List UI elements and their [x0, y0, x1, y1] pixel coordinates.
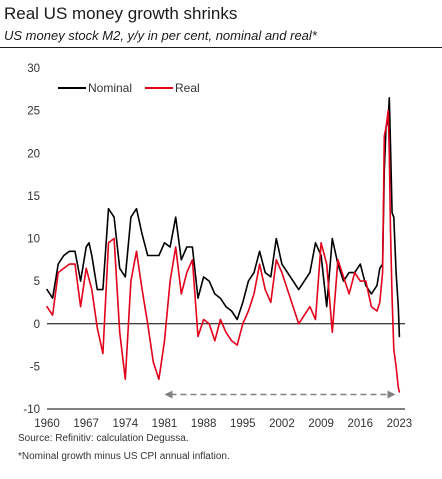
y-tick-label: -10 [23, 404, 40, 416]
y-tick-label: 10 [27, 234, 40, 246]
x-tick-label: 1995 [230, 418, 256, 430]
y-axis-ticks: 30 25 20 15 10 5 0 -5 -10 [23, 63, 40, 416]
y-tick-label: 30 [27, 63, 40, 75]
chart-subtitle: US money stock M2, y/y in per cent, nomi… [4, 28, 317, 43]
legend: Nominal Real [58, 81, 200, 95]
y-tick-label: 20 [27, 148, 40, 160]
legend-real-label: Real [175, 81, 200, 95]
source-note: Source: Refinitiv: calculation Degussa. [18, 433, 189, 444]
x-tick-label: 1988 [191, 418, 217, 430]
y-tick-label: 0 [34, 319, 40, 331]
x-tick-label: 1981 [152, 418, 178, 430]
x-tick-label: 1960 [34, 418, 60, 430]
y-tick-label: -5 [30, 361, 40, 373]
y-tick-label: 25 [27, 106, 40, 118]
chart-title: Real US money growth shrinks [4, 4, 238, 23]
x-tick-label: 2002 [269, 418, 295, 430]
footnote: *Nominal growth minus US CPI annual infl… [18, 451, 230, 462]
x-axis-ticks: 1960 1967 1974 1981 1988 1995 2002 2009 2016 2023 [34, 418, 412, 430]
series-layer [46, 97, 401, 393]
title-divider [0, 47, 442, 48]
x-tick-label: 1974 [113, 418, 139, 430]
x-tick-label: 2016 [347, 418, 373, 430]
x-tick-label: 2023 [387, 418, 413, 430]
y-tick-label: 15 [27, 191, 40, 203]
series-line-nominal [46, 97, 401, 338]
x-tick-label: 1967 [73, 418, 99, 430]
arrow-head-left [164, 390, 173, 399]
arrow-head-right [387, 390, 396, 399]
series-line-real [46, 109, 401, 393]
legend-nominal-label: Nominal [88, 81, 132, 95]
y-tick-label: 5 [34, 276, 40, 288]
x-tick-label: 2009 [308, 418, 334, 430]
period-arrow [164, 390, 396, 399]
